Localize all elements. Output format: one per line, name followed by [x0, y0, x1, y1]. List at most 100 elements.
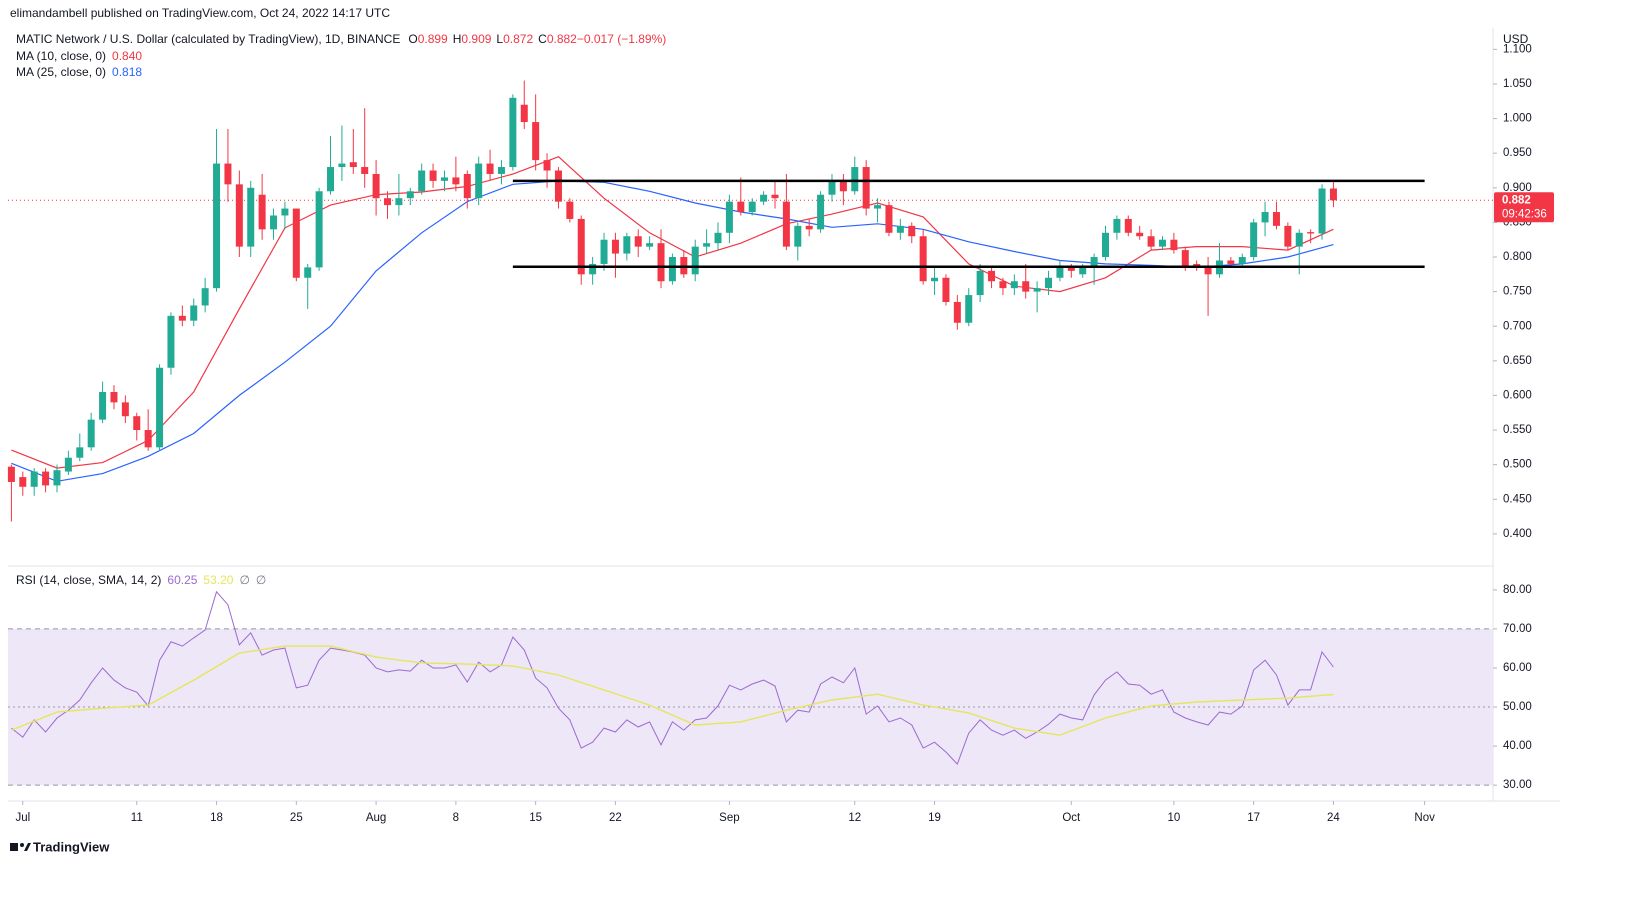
candle-body — [349, 162, 357, 168]
ohlc-value: 0.899 — [418, 32, 448, 46]
x-tick-label: 8 — [453, 812, 459, 824]
ohlc-value: 0.909 — [461, 32, 491, 46]
y-tick-label: 0.950 — [1503, 147, 1532, 159]
ma-legend: MA (10, close, 0) 0.840 — [16, 49, 142, 63]
x-tick-label: 17 — [1247, 812, 1260, 824]
candle-body — [931, 277, 939, 282]
line — [11, 180, 1334, 482]
candle-body — [737, 201, 745, 213]
candle-body — [794, 225, 802, 247]
candle-body — [1158, 239, 1166, 247]
candle-body — [87, 419, 95, 448]
candle-body — [1147, 236, 1155, 247]
candle-body — [703, 243, 711, 247]
candle-body — [691, 246, 699, 275]
x-tick-label: 22 — [609, 812, 622, 824]
rsi-legend-value: 53.20 — [203, 573, 233, 587]
footer-logo — [10, 843, 31, 851]
candle-body — [475, 163, 483, 199]
candle-body — [817, 194, 825, 230]
candle-body — [839, 180, 847, 192]
y-tick-label: 0.900 — [1503, 182, 1532, 194]
y-tick-label: 40.00 — [1503, 740, 1532, 752]
candle-body — [1272, 212, 1280, 226]
candle-body — [748, 201, 756, 213]
chart-title: MATIC Network / U.S. Dollar (calculated … — [16, 32, 400, 46]
candle-body — [1079, 267, 1087, 275]
y-tick-label: 0.650 — [1503, 355, 1532, 367]
ma-legend: MA (25, close, 0) 0.818 — [16, 65, 142, 79]
candle-body — [213, 163, 221, 289]
candle-body — [623, 236, 631, 254]
last-price-label: 0.882 — [1502, 194, 1531, 206]
candle-body — [532, 122, 540, 161]
currency: USD — [1503, 32, 1529, 46]
candle-body — [1181, 250, 1189, 268]
ohlc: O0.899 H0.909 L0.872 C0.882−0.017 (−1.89%) — [408, 32, 666, 46]
ohlc-key: L — [496, 32, 503, 46]
candle-body — [554, 170, 562, 202]
candle-body — [178, 315, 186, 321]
candle-body — [885, 205, 893, 233]
candle-body — [771, 194, 779, 199]
candle-body — [190, 305, 198, 321]
candle-body — [942, 277, 950, 302]
candle-body — [1010, 281, 1018, 289]
x-tick-label: 19 — [928, 812, 941, 824]
y-tick-label: 0.750 — [1503, 286, 1532, 298]
candle-body — [782, 201, 790, 247]
candle-body — [53, 470, 61, 486]
candle-body — [953, 301, 961, 323]
candle-body — [1284, 225, 1292, 247]
candle-body — [361, 167, 369, 174]
ma-name: MA (25, close, 0) — [16, 65, 106, 79]
candle-body — [1090, 257, 1098, 268]
candle-body — [440, 177, 448, 181]
candle-body — [714, 232, 722, 244]
ohlc-value: 0.882 — [547, 32, 577, 46]
candle-body — [600, 239, 608, 264]
candle-body — [1318, 188, 1326, 234]
candle-body — [292, 208, 300, 278]
y-tick-label: 70.00 — [1503, 623, 1532, 635]
candle-body — [144, 430, 152, 448]
x-tick-label: Jul — [15, 812, 30, 824]
x-tick-label: 18 — [210, 812, 223, 824]
y-tick-label: 0.400 — [1503, 528, 1532, 540]
candle-body — [429, 170, 437, 181]
candle-body — [1102, 232, 1110, 258]
candle-body — [760, 194, 768, 202]
candle-body — [668, 257, 676, 282]
y-tick-label: 1.050 — [1503, 78, 1532, 90]
y-tick-label: 0.800 — [1503, 251, 1532, 263]
candle-body — [1124, 218, 1132, 233]
rsi-band-fill — [8, 628, 1493, 786]
candle-body — [224, 163, 232, 185]
candle-body — [1307, 232, 1315, 234]
candle-body — [235, 184, 243, 247]
candle-body — [156, 367, 164, 448]
candle-body — [201, 288, 209, 306]
footer-brand: TradingView — [33, 839, 110, 854]
x-tick-label: 12 — [848, 812, 861, 824]
candle-body — [270, 215, 278, 230]
candle-body — [7, 466, 15, 482]
candle-body — [520, 104, 528, 123]
x-tick-label: 25 — [290, 812, 303, 824]
ma-value: 0.818 — [112, 65, 142, 79]
x-tick-label: 10 — [1167, 812, 1180, 824]
y-tick-label: 30.00 — [1503, 779, 1532, 791]
y-tick-label: 80.00 — [1503, 584, 1532, 596]
candle-body — [988, 270, 996, 282]
candle-body — [976, 270, 984, 296]
candle-body — [908, 225, 916, 237]
rsi-legend-value: 60.25 — [167, 573, 197, 587]
candle-body — [725, 201, 733, 233]
candle-body — [1329, 188, 1337, 201]
candle-body — [634, 236, 642, 247]
y-tick-label: 0.700 — [1503, 320, 1532, 332]
candle-body — [315, 191, 323, 268]
y-tick-label: 0.600 — [1503, 389, 1532, 401]
y-tick-label: 1.100 — [1503, 43, 1532, 55]
